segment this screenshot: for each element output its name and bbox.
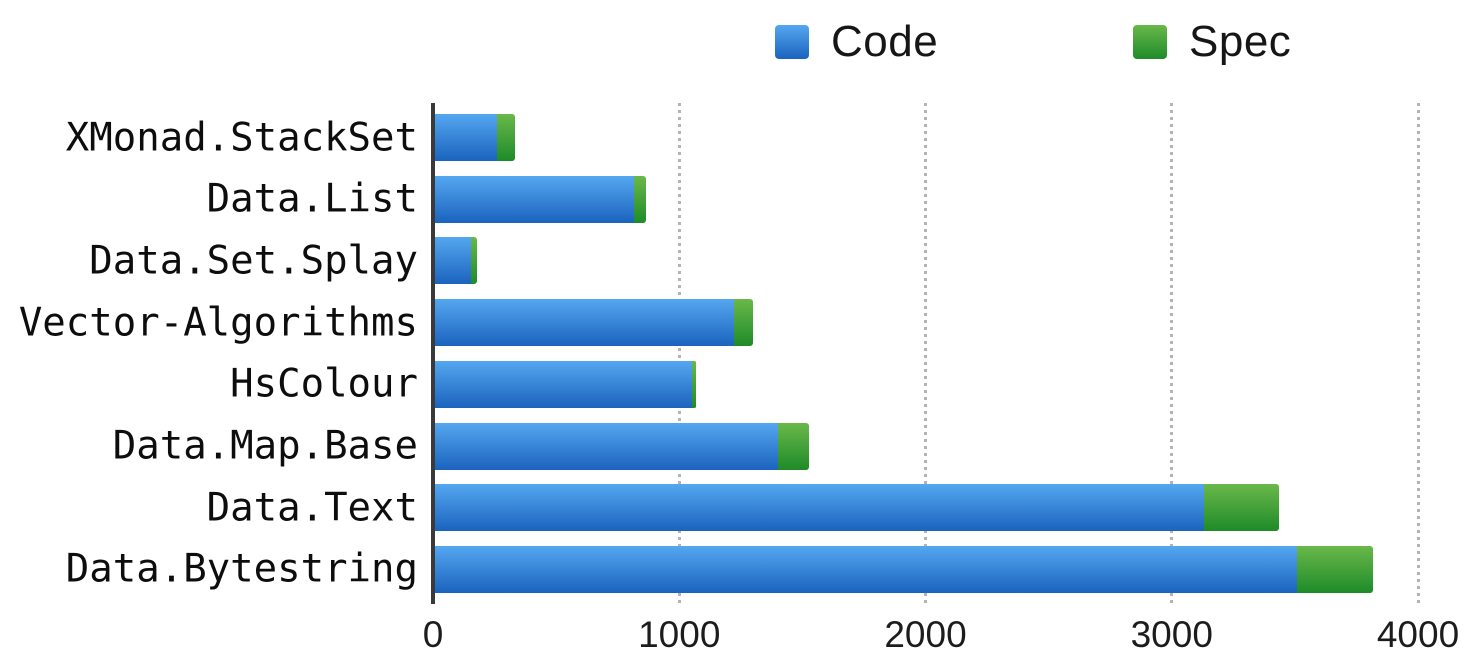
- legend-item-spec: Spec: [1133, 14, 1291, 70]
- bar-row-vector-algorithms: [434, 299, 753, 347]
- legend-label-spec: Spec: [1189, 17, 1292, 66]
- gridline-3000: [1170, 103, 1174, 603]
- y-axis-label: Vector-Algorithms: [18, 300, 418, 346]
- bar-segment-spec: [470, 237, 478, 285]
- code-color-swatch: [775, 25, 809, 59]
- bar-segment-code: [434, 114, 498, 161]
- bar-segment-code: [434, 484, 1205, 532]
- legend-label-code: Code: [831, 17, 939, 66]
- bar-segment-spec: [1204, 484, 1280, 532]
- bar-row-data-list: [434, 175, 646, 223]
- bar-row-data-text: [434, 484, 1280, 532]
- bar-segment-spec: [691, 360, 697, 408]
- bar-segment-code: [434, 299, 735, 347]
- y-axis-label: Data.Text: [206, 485, 418, 531]
- bar-row-data-set-splay: [434, 237, 478, 285]
- bar-row-hscolour: [434, 360, 697, 408]
- y-axis-label: Data.Map.Base: [112, 423, 418, 469]
- y-axis-label: Data.Set.Splay: [89, 238, 418, 284]
- bar-segment-spec: [497, 114, 516, 161]
- bar-row-data-map-base: [434, 422, 809, 470]
- bar-segment-spec: [634, 175, 646, 223]
- legend-item-code: Code: [775, 14, 938, 70]
- x-axis-tick-label: 4000: [1376, 614, 1460, 655]
- gridline-2000: [924, 103, 927, 603]
- bar-segment-spec: [1297, 545, 1373, 593]
- y-axis-label: HsColour: [230, 361, 418, 407]
- x-axis-tick-label: 1000: [638, 614, 721, 655]
- x-axis-tick-label: 0: [422, 614, 444, 655]
- bar-segment-spec: [734, 299, 753, 347]
- bar-segment-code: [434, 175, 635, 223]
- bar-segment-code: [434, 360, 692, 408]
- bar-segment-code: [434, 545, 1298, 593]
- gridline-1000: [677, 103, 681, 603]
- y-axis-label: Data.Bytestring: [65, 546, 418, 592]
- spec-color-swatch: [1133, 25, 1167, 59]
- x-axis-tick-label: 2000: [884, 614, 967, 655]
- gridline-4000: [1416, 103, 1420, 603]
- bar-segment-code: [434, 422, 778, 470]
- y-axis-label: XMonad.StackSet: [65, 115, 418, 160]
- bar-row-data-bytestring: [434, 545, 1373, 593]
- bar-segment-spec: [777, 422, 809, 470]
- bar-segment-code: [434, 237, 471, 285]
- y-axis-line: [431, 103, 435, 604]
- bar-row-xmonad-stackset: [434, 114, 516, 161]
- y-axis-label: Data.List: [206, 176, 418, 222]
- x-axis-tick-label: 3000: [1130, 614, 1213, 655]
